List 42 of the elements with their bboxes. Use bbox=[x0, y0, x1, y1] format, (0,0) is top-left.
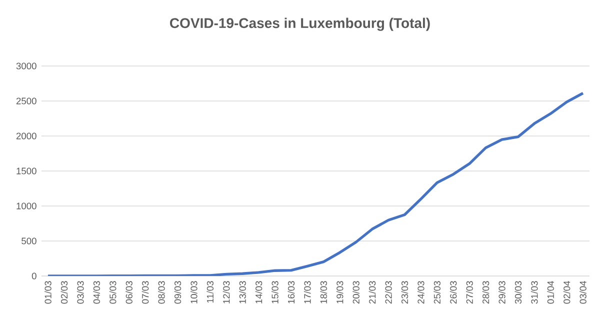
x-tick-label: 08/03 bbox=[158, 281, 165, 304]
x-tick-label: 30/03 bbox=[514, 281, 522, 304]
x-tick-label: 11/03 bbox=[206, 281, 214, 303]
x-tick-label: 16/03 bbox=[288, 281, 295, 304]
chart-title: COVID-19-Cases in Luxembourg (Total) bbox=[170, 18, 430, 31]
x-tick-label: 21/03 bbox=[368, 281, 376, 304]
x-tick-label: 13/03 bbox=[239, 281, 246, 304]
x-tick-label: 03/04 bbox=[580, 280, 586, 304]
x-tick-label: 14/03 bbox=[255, 281, 262, 304]
x-tick-label: 31/03 bbox=[530, 281, 538, 304]
x-tick-label: 01/04 bbox=[547, 280, 554, 304]
x-tick-label: 10/03 bbox=[190, 281, 198, 304]
x-tick-label: 29/03 bbox=[498, 281, 506, 304]
x-tick-label: 05/03 bbox=[109, 281, 116, 304]
x-tick-label: 02/03 bbox=[60, 281, 68, 304]
x-tick-label: 27/03 bbox=[466, 281, 473, 304]
y-tick-label: 500 bbox=[22, 238, 36, 244]
y-tick-label: 3000 bbox=[16, 62, 36, 70]
x-tick-label: 28/03 bbox=[482, 281, 490, 304]
y-tick-label: 2500 bbox=[16, 98, 36, 104]
x-tick-label: 06/03 bbox=[126, 281, 132, 304]
x-tick-label: 24/03 bbox=[417, 281, 424, 304]
y-tick-label: 0 bbox=[32, 272, 36, 280]
x-tick-label: 26/03 bbox=[450, 281, 457, 304]
x-tick-label: 20/03 bbox=[352, 281, 360, 304]
x-tick-label: 15/03 bbox=[272, 281, 278, 304]
x-tick-label: 22/03 bbox=[385, 281, 392, 304]
x-tick-label: 12/03 bbox=[222, 281, 230, 304]
x-tick-label: 01/03 bbox=[44, 281, 52, 304]
x-tick-label: 17/03 bbox=[304, 281, 311, 304]
y-tick-label: 1000 bbox=[16, 202, 36, 210]
x-tick-label: 07/03 bbox=[142, 281, 149, 304]
x-tick-label: 04/03 bbox=[93, 281, 100, 304]
x-tick-label: 19/03 bbox=[336, 281, 344, 304]
x-tick-label: 03/03 bbox=[76, 281, 84, 304]
x-tick-label: 23/03 bbox=[401, 281, 408, 304]
x-tick-label: 02/04 bbox=[563, 280, 570, 304]
x-tick-label: 09/03 bbox=[174, 281, 182, 304]
x-tick-label: 25/03 bbox=[434, 281, 440, 304]
y-tick-label: 2000 bbox=[16, 132, 36, 140]
x-tick-label: 18/03 bbox=[320, 281, 327, 304]
y-tick-label: 1500 bbox=[16, 168, 36, 174]
